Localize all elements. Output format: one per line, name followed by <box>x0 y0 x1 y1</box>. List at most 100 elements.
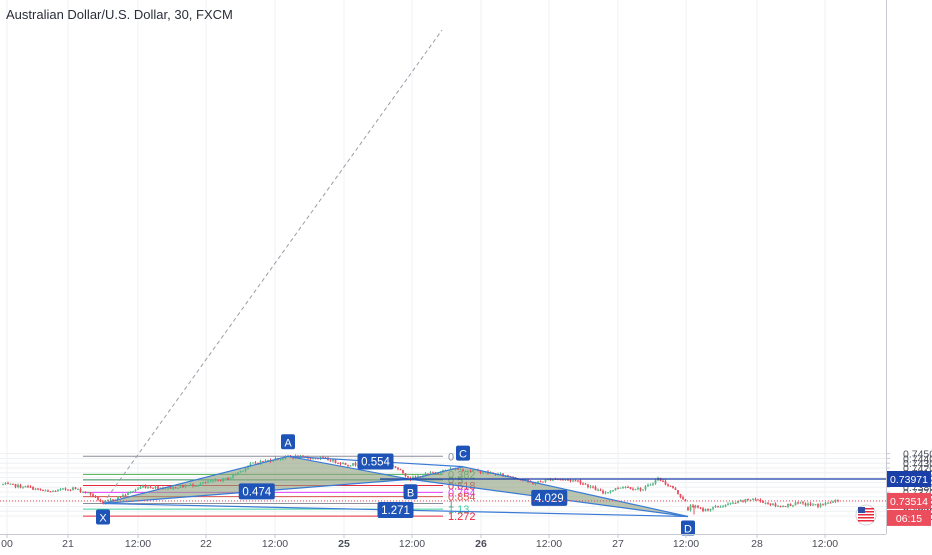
candle-body <box>822 504 824 506</box>
candle-body <box>239 470 242 473</box>
candle-body <box>177 487 179 489</box>
candle-body <box>827 502 829 504</box>
candle-body <box>199 483 202 486</box>
candle-body <box>39 488 42 491</box>
candle-body <box>37 488 39 490</box>
flag-icon[interactable] <box>855 504 877 526</box>
candle-body <box>784 506 787 508</box>
candle-body <box>82 491 84 493</box>
candle-body <box>689 505 692 511</box>
candle-body <box>232 474 234 478</box>
candle-body <box>767 502 769 504</box>
candle-body <box>144 485 147 488</box>
candle-body <box>762 501 764 503</box>
candle-body <box>792 505 794 507</box>
candle-body <box>667 484 669 486</box>
xab-triangle[interactable] <box>103 456 411 504</box>
candle-body <box>587 484 589 487</box>
price-tick-label: 0.74300 <box>903 458 932 470</box>
candle-body <box>662 480 664 482</box>
flag-stripe <box>858 517 874 519</box>
candle-body <box>254 462 257 464</box>
pattern-badges: X A B C D 0.474 0.554 4.029 1.271 <box>96 434 695 536</box>
grid <box>0 0 886 534</box>
candle-body <box>334 459 337 463</box>
candle-body <box>179 485 182 488</box>
candle-body <box>142 485 144 488</box>
candle-body <box>617 488 619 490</box>
candle-body <box>259 460 262 464</box>
price-labels: 0.73971 0.73514 06:15 <box>0 470 931 526</box>
candle-body <box>759 499 762 502</box>
candle-body <box>574 480 577 482</box>
candle-body <box>682 497 684 500</box>
point-label-c: C <box>459 449 467 461</box>
candle-body <box>749 499 752 501</box>
candle-body <box>224 478 227 480</box>
candle-body <box>562 479 564 481</box>
time-tick-label: 26 <box>475 538 487 550</box>
candle-body <box>687 507 689 511</box>
candle-body <box>602 490 604 494</box>
candle-body <box>747 499 749 501</box>
candle-body <box>102 501 104 504</box>
candle-body <box>149 486 152 488</box>
candle-body <box>62 488 64 490</box>
candle-body <box>49 491 52 493</box>
ratio-label: 1.271 <box>381 505 410 517</box>
ratio-badge <box>357 453 394 470</box>
candle-body <box>757 499 759 501</box>
candle-body <box>572 480 574 482</box>
candle-body <box>457 468 459 470</box>
candle-body <box>672 486 674 489</box>
candle-body <box>532 482 534 485</box>
candle-body <box>772 503 774 506</box>
candle-body <box>479 470 482 474</box>
candle-body <box>189 484 192 486</box>
candle-body <box>59 489 62 491</box>
time-tick-label: 28 <box>751 538 763 550</box>
candle-body <box>417 476 419 478</box>
candle-body <box>542 481 544 483</box>
candle-body <box>537 481 539 483</box>
candle-body <box>807 503 809 506</box>
candle-body <box>727 503 729 505</box>
leg-ab <box>287 455 411 480</box>
time-tick-label: 27 <box>612 538 624 550</box>
time-axis[interactable]: 00 21 12:00 22 12:00 25 12:00 26 12:00 27 12:00 28 1… <box>0 534 886 550</box>
candle-body <box>344 462 347 465</box>
candle-body <box>764 502 767 504</box>
flag-icon-group[interactable] <box>855 504 877 526</box>
candle-body <box>424 473 427 477</box>
price-axis[interactable]: 0.732000.733000.734000.735000.736000.737… <box>886 0 932 550</box>
candle-body <box>819 504 822 507</box>
time-tick-label: 12:00 <box>399 538 425 550</box>
candle-body <box>242 470 244 472</box>
candle-body <box>332 459 334 462</box>
candle-body <box>84 491 87 493</box>
candle-body <box>17 484 19 488</box>
candle-body <box>74 487 77 489</box>
candle-body <box>29 486 32 488</box>
candle-body <box>404 473 407 477</box>
candle-body <box>272 460 274 462</box>
candle-body <box>564 479 567 481</box>
candle-body <box>777 505 779 507</box>
candle-body <box>454 468 457 470</box>
candle-body <box>814 504 817 506</box>
candle-body <box>644 486 647 490</box>
candle-body <box>779 505 782 508</box>
point-label-b: B <box>407 487 414 499</box>
candle-body <box>559 479 562 481</box>
candle-body <box>752 498 754 500</box>
time-tick-label: 12:00 <box>536 538 562 550</box>
candle-body <box>214 479 217 481</box>
candle-body <box>734 502 737 504</box>
candle-body <box>717 506 719 508</box>
candle-body <box>539 481 542 483</box>
candle-body <box>227 478 229 480</box>
candle-body <box>354 463 357 466</box>
